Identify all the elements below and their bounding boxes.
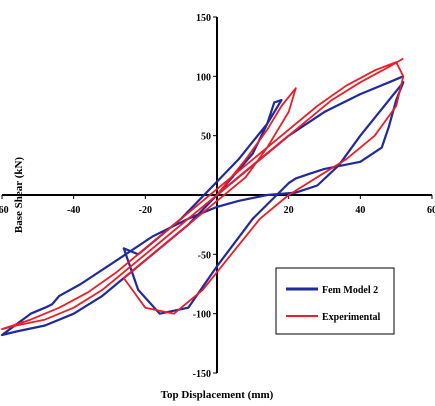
x-axis-label: Top Displacement (mm) [161, 389, 274, 401]
y-tick-label: 150 [196, 13, 211, 24]
y-tick-label: -50 [198, 250, 211, 261]
legend-label-fem: Fem Model 2 [322, 285, 378, 296]
x-tick-label: -20 [139, 205, 152, 216]
y-tick-label: 100 [196, 72, 211, 83]
x-tick-label: -60 [0, 205, 9, 216]
series-layer [0, 57, 405, 337]
x-tick-label: 60 [427, 205, 435, 216]
y-tick-label: -150 [193, 369, 211, 380]
legend-label-experimental: Experimental [322, 312, 381, 323]
x-tick-label: 20 [284, 205, 294, 216]
tick-labels: -60 -40 -20 20 40 60 -150 -100 -50 50 100 150 [0, 13, 435, 380]
x-tick-label: -40 [67, 205, 80, 216]
legend: Fem Model 2 Experimental [275, 267, 395, 335]
x-tick-label: 40 [355, 205, 365, 216]
y-axis-label: Base Shear (kN) [13, 157, 25, 234]
series-line-experimental [1, 57, 405, 331]
y-tick-label: -100 [193, 310, 211, 321]
y-tick-label: 50 [201, 132, 211, 143]
legend-box [275, 267, 395, 335]
